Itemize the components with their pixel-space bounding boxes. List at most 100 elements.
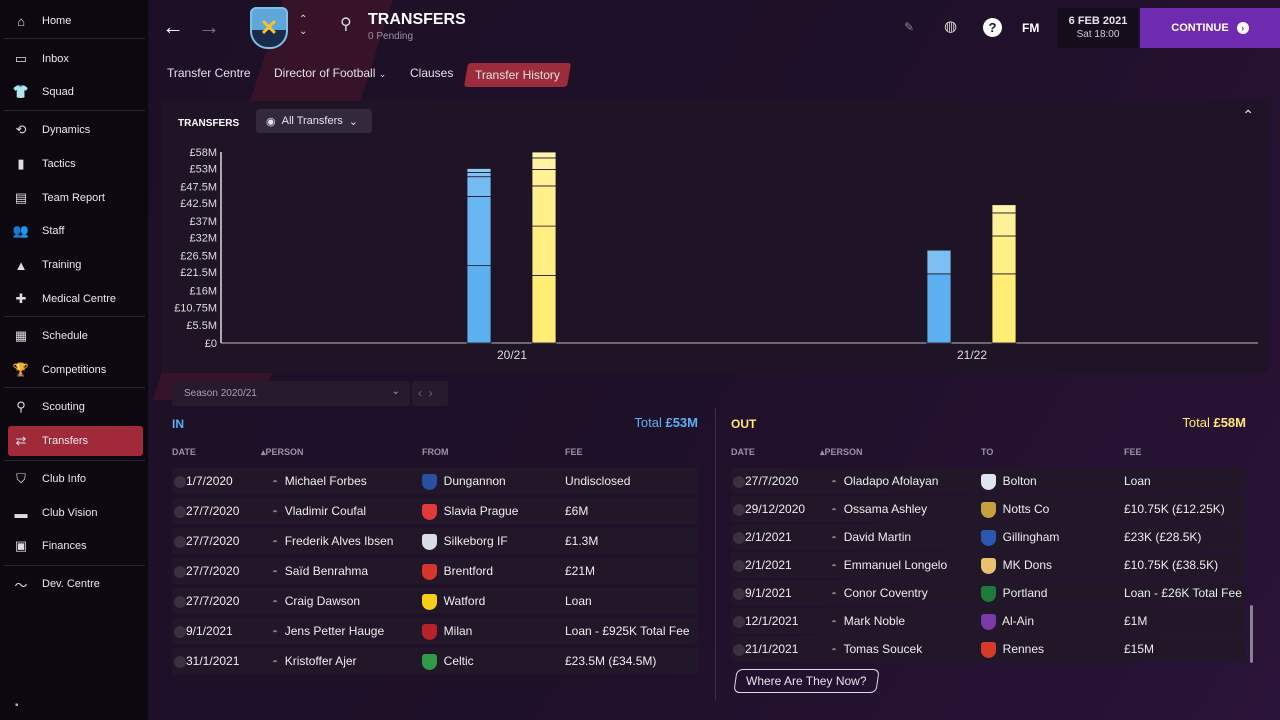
- season-dropdown[interactable]: Season 2020/21 ⌄: [172, 381, 410, 406]
- bar-segment-out[interactable]: [531, 151, 557, 159]
- table-row[interactable]: 12/1/2021 ◓ Mark Noble Al-Ain £1M: [731, 608, 1246, 634]
- club-cell[interactable]: Dungannon: [422, 474, 506, 490]
- search-icon[interactable]: ⚲: [340, 16, 352, 33]
- bar-segment-out[interactable]: [991, 235, 1017, 275]
- bar-segment-out[interactable]: [991, 204, 1017, 214]
- sidebar-item-transfers[interactable]: ⇄ Transfers: [8, 426, 143, 456]
- sidebar-item-club-vision[interactable]: ▬ Club Vision: [8, 498, 143, 528]
- person-cell[interactable]: ◓ David Martin: [831, 530, 911, 544]
- table-row[interactable]: 21/1/2021 ◓ Tomas Soucek Rennes £15M: [731, 636, 1246, 662]
- sidebar-item-club-info[interactable]: ⛉ Club Info: [8, 464, 143, 494]
- forward-arrow-icon[interactable]: →: [198, 14, 220, 39]
- club-cell[interactable]: Slavia Prague: [422, 504, 518, 520]
- column-header-fee[interactable]: FEE: [1124, 447, 1142, 457]
- column-header-date[interactable]: DATE: [731, 447, 755, 457]
- globe-icon[interactable]: ◍: [944, 18, 958, 35]
- bar-segment-in[interactable]: [466, 168, 492, 173]
- person-cell[interactable]: ◓ Michael Forbes: [272, 474, 367, 488]
- column-header-from[interactable]: FROM: [422, 447, 449, 457]
- status-icon[interactable]: ▪: [15, 700, 19, 711]
- column-header-person[interactable]: ▴PERSON: [820, 447, 863, 458]
- table-row[interactable]: 27/7/2020 ◓ Vladimir Coufal Slavia Pragu…: [172, 498, 698, 524]
- club-cell[interactable]: Gillingham: [981, 530, 1059, 546]
- table-row[interactable]: 2/1/2021 ◓ Emmanuel Longelo MK Dons £10.…: [731, 552, 1246, 578]
- sidebar-item-dynamics[interactable]: ⟲ Dynamics: [8, 115, 143, 145]
- sidebar-item-inbox[interactable]: ▭ Inbox: [8, 44, 143, 74]
- club-cell[interactable]: Brentford: [422, 564, 493, 580]
- bar-segment-in[interactable]: [466, 196, 492, 267]
- next-season-button[interactable]: ›: [428, 386, 433, 400]
- tab-transfer-centre[interactable]: Transfer Centre: [167, 66, 251, 80]
- collapse-chevron-icon[interactable]: ⌃: [1242, 107, 1254, 123]
- column-header-person[interactable]: ▴PERSON: [261, 447, 304, 458]
- person-cell[interactable]: ◓ Craig Dawson: [272, 594, 360, 608]
- sidebar-item-dev-centre[interactable]: 〜 Dev. Centre: [8, 569, 143, 599]
- tab-transfer-history[interactable]: Transfer History: [463, 63, 572, 87]
- transfer-filter-dropdown[interactable]: ◉ All Transfers ⌄: [256, 109, 372, 133]
- club-cell[interactable]: Watford: [422, 594, 485, 610]
- bar-segment-out[interactable]: [531, 169, 557, 187]
- bar-segment-out[interactable]: [531, 157, 557, 170]
- tab-director-of-football[interactable]: Director of Football ⌄: [274, 63, 386, 87]
- bar-segment-out[interactable]: [531, 225, 557, 276]
- sidebar-item-home[interactable]: ⌂ Home: [8, 6, 143, 36]
- tab-clauses[interactable]: Clauses: [410, 66, 454, 80]
- sidebar-item-training[interactable]: ▲ Training: [8, 250, 143, 280]
- back-arrow-icon[interactable]: ←: [162, 14, 184, 39]
- table-row[interactable]: 9/1/2021 ◓ Conor Coventry Portland Loan …: [731, 580, 1246, 606]
- club-cell[interactable]: Milan: [422, 624, 472, 640]
- club-cell[interactable]: Celtic: [422, 654, 474, 670]
- person-cell[interactable]: ◓ Kristoffer Ajer: [272, 654, 357, 668]
- table-row[interactable]: 1/7/2020 ◓ Michael Forbes Dungannon Undi…: [172, 468, 698, 494]
- edit-pencil-icon[interactable]: ✎: [904, 20, 915, 34]
- bar-segment-out[interactable]: [531, 185, 557, 227]
- bar-segment-in[interactable]: [466, 265, 492, 344]
- person-cell[interactable]: ◓ Mark Noble: [831, 614, 905, 628]
- where-are-they-now-button[interactable]: Where Are They Now?: [733, 669, 880, 693]
- table-row[interactable]: 2/1/2021 ◓ David Martin Gillingham £23K …: [731, 524, 1246, 550]
- bar-segment-in[interactable]: [926, 249, 952, 275]
- person-cell[interactable]: ◓ Ossama Ashley: [831, 502, 927, 516]
- help-icon[interactable]: ?: [983, 18, 1002, 37]
- person-cell[interactable]: ◓ Oladapo Afolayan: [831, 474, 938, 488]
- table-row[interactable]: 9/1/2021 ◓ Jens Petter Hauge Milan Loan …: [172, 618, 698, 644]
- sidebar-item-schedule[interactable]: ▦ Schedule: [8, 321, 143, 351]
- table-row[interactable]: 27/7/2020 ◓ Oladapo Afolayan Bolton Loan: [731, 468, 1246, 494]
- table-row[interactable]: 31/1/2021 ◓ Kristoffer Ajer Celtic £23.5…: [172, 648, 698, 674]
- sidebar-item-staff[interactable]: 👥 Staff: [8, 216, 143, 246]
- club-cell[interactable]: Silkeborg IF: [422, 534, 508, 550]
- bar-segment-out[interactable]: [531, 275, 557, 344]
- person-cell[interactable]: ◓ Emmanuel Longelo: [831, 558, 947, 572]
- club-switch-chevrons-icon[interactable]: ⌃ ⌄: [299, 14, 308, 37]
- scrollbar[interactable]: [1250, 605, 1253, 663]
- table-row[interactable]: 27/7/2020 ◓ Craig Dawson Watford Loan: [172, 588, 698, 614]
- fm-menu-button[interactable]: FM: [1022, 21, 1040, 35]
- sidebar-item-tactics[interactable]: ▮ Tactics: [8, 149, 143, 179]
- bar-segment-in[interactable]: [466, 172, 492, 178]
- bar-segment-out[interactable]: [991, 273, 1017, 344]
- club-cell[interactable]: MK Dons: [981, 558, 1052, 574]
- table-row[interactable]: 27/7/2020 ◓ Saïd Benrahma Brentford £21M: [172, 558, 698, 584]
- club-cell[interactable]: Rennes: [981, 642, 1044, 658]
- club-cell[interactable]: Portland: [981, 586, 1047, 602]
- person-cell[interactable]: ◓ Vladimir Coufal: [272, 504, 366, 518]
- person-cell[interactable]: ◓ Frederik Alves Ibsen: [272, 534, 393, 548]
- sidebar-item-squad[interactable]: 👕 Squad: [8, 77, 143, 107]
- bar-segment-out[interactable]: [991, 212, 1017, 237]
- column-header-date[interactable]: DATE: [172, 447, 196, 457]
- prev-season-button[interactable]: ‹: [418, 386, 422, 400]
- column-header-to[interactable]: TO: [981, 447, 993, 457]
- person-cell[interactable]: ◓ Jens Petter Hauge: [272, 624, 384, 638]
- sidebar-item-competitions[interactable]: 🏆 Competitions: [8, 355, 143, 385]
- club-cell[interactable]: Bolton: [981, 474, 1037, 490]
- person-cell[interactable]: ◓ Saïd Benrahma: [272, 564, 368, 578]
- person-cell[interactable]: ◓ Conor Coventry: [831, 586, 928, 600]
- bar-segment-in[interactable]: [466, 176, 492, 197]
- table-row[interactable]: 29/12/2020 ◓ Ossama Ashley Notts Co £10.…: [731, 496, 1246, 522]
- person-cell[interactable]: ◓ Tomas Soucek: [831, 642, 922, 656]
- club-badge[interactable]: ✕: [250, 7, 288, 49]
- bar-segment-in[interactable]: [926, 273, 952, 344]
- sidebar-item-team-report[interactable]: ▤ Team Report: [8, 183, 143, 213]
- continue-button[interactable]: CONTINUE ›: [1140, 8, 1280, 48]
- sidebar-item-finances[interactable]: ▣ Finances: [8, 531, 143, 561]
